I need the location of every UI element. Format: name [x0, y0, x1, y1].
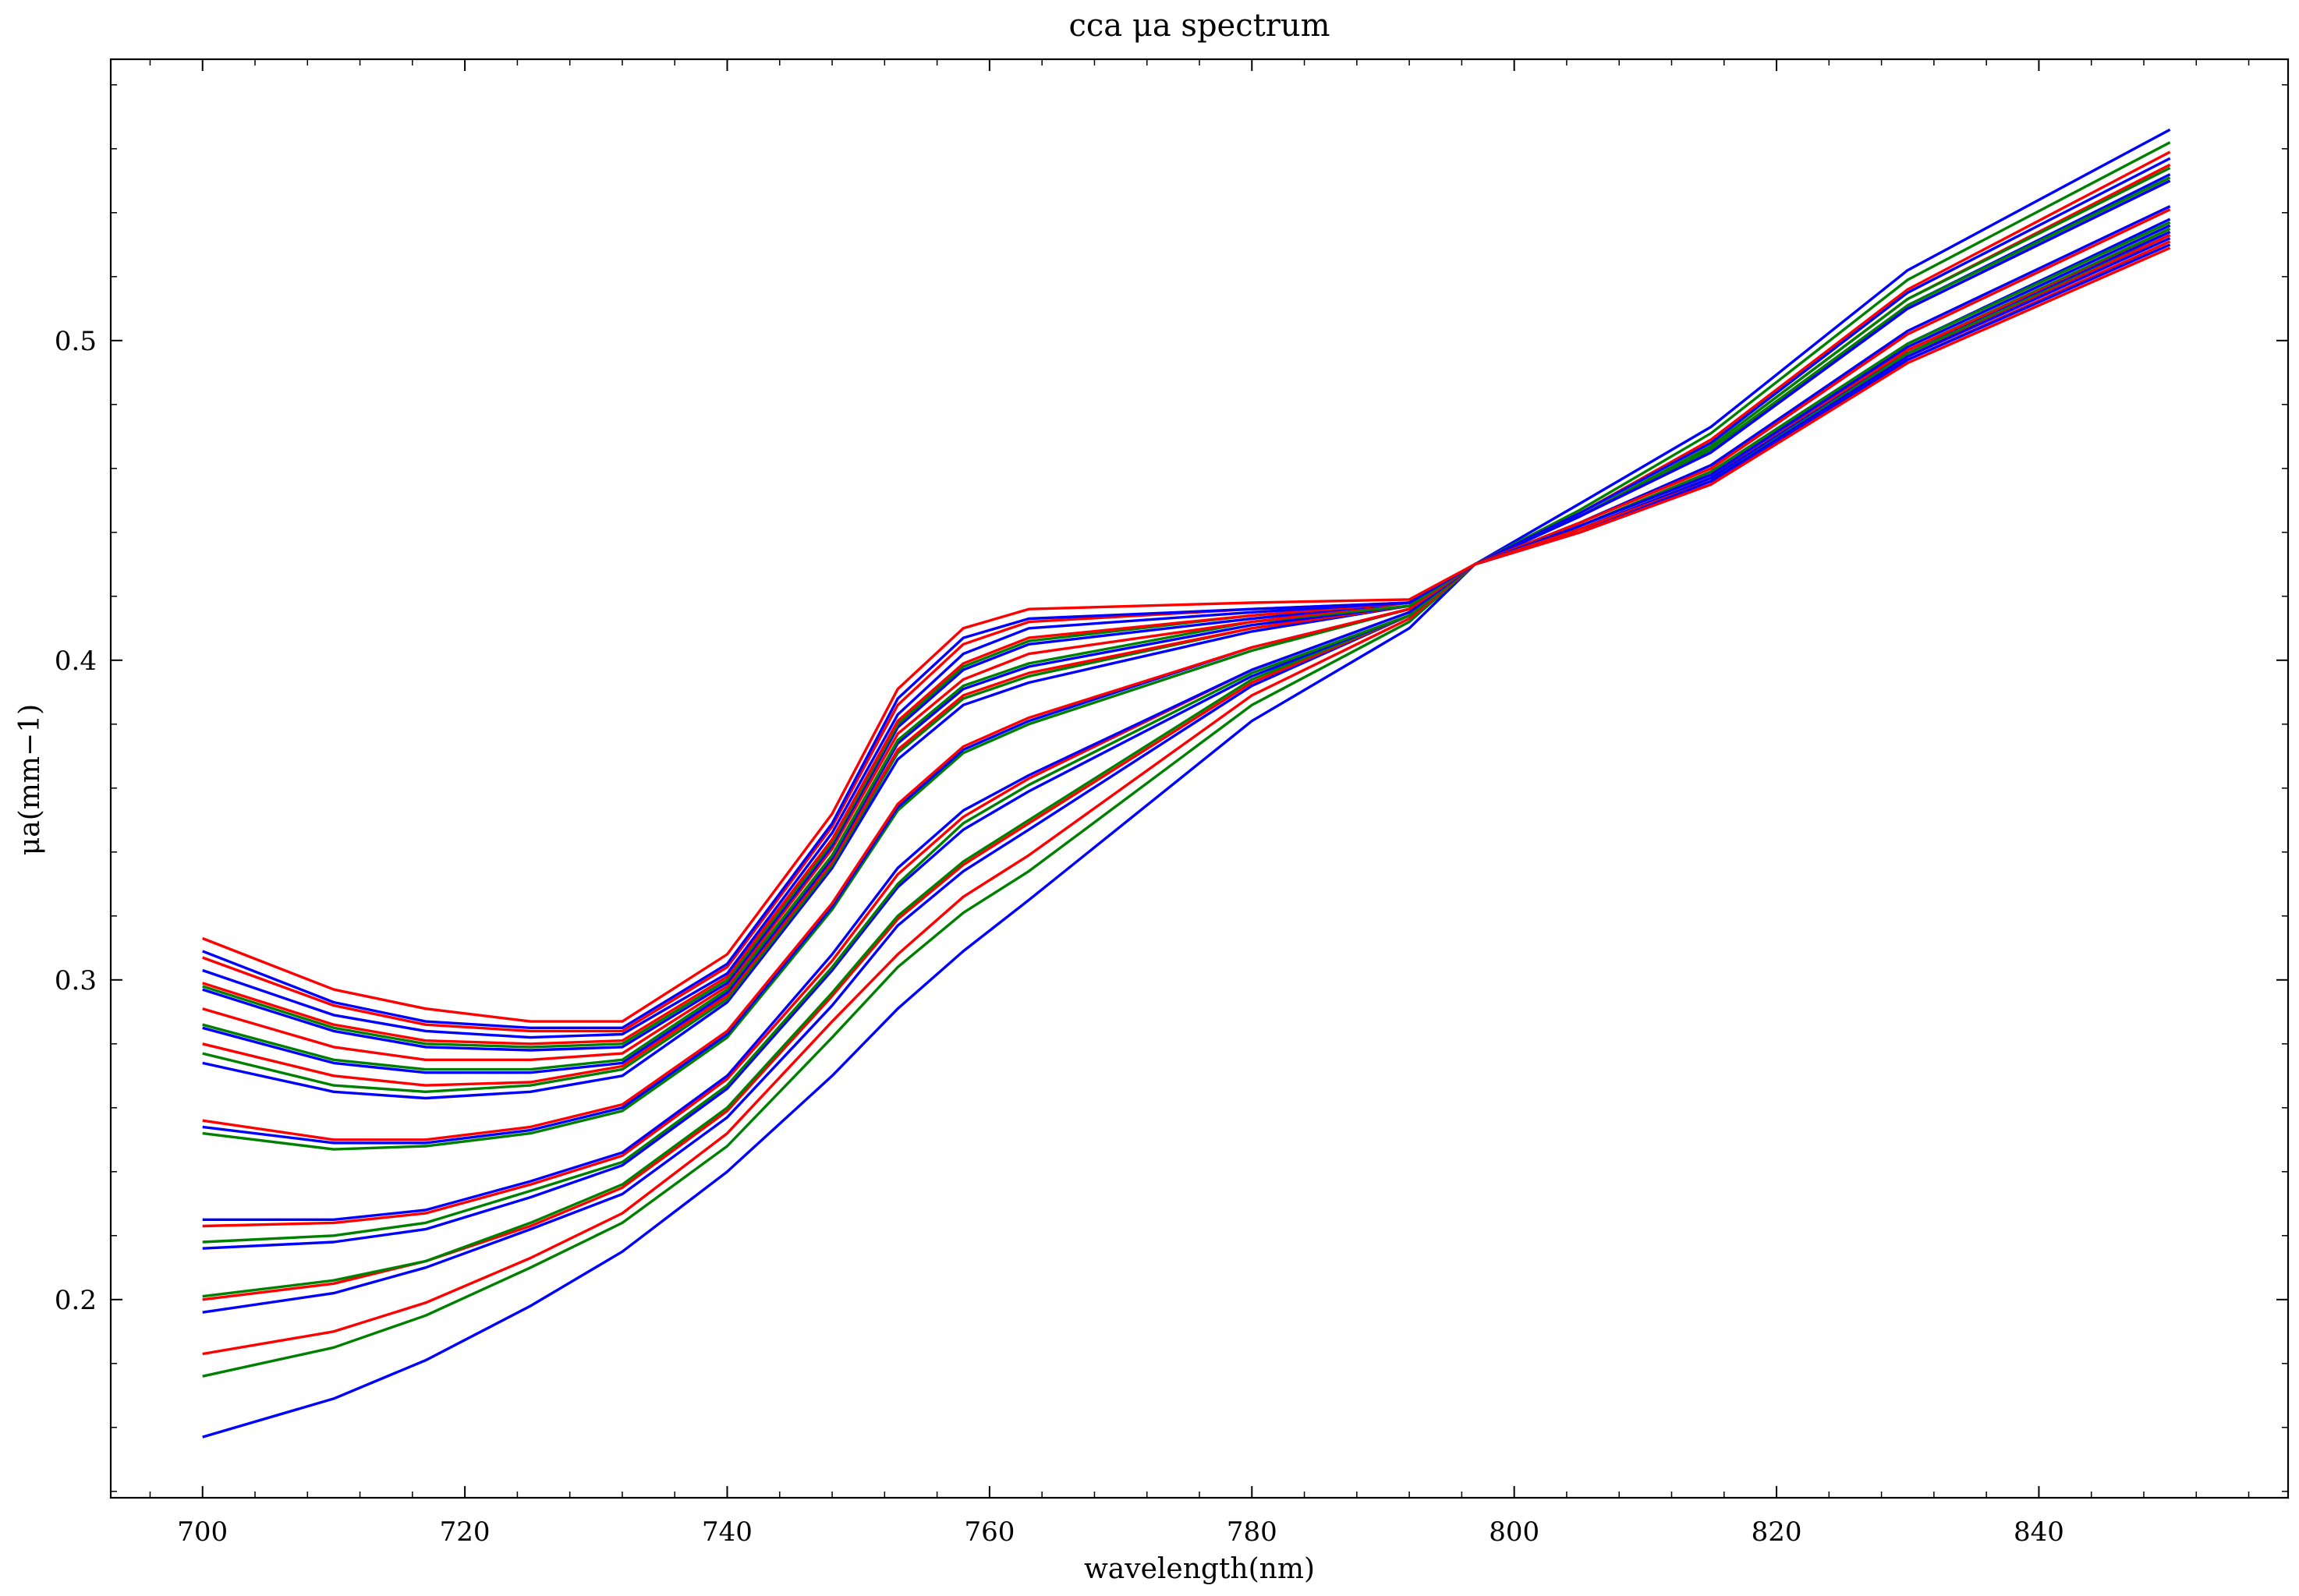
- x-tick-label: 740: [702, 1516, 753, 1548]
- series-layer: [202, 128, 2171, 1439]
- x-tick-label: 840: [2014, 1516, 2064, 1548]
- series-line-2: [202, 141, 2171, 1378]
- x-tick-label: 800: [1489, 1516, 1539, 1548]
- series-line-17: [202, 224, 2171, 1074]
- x-tick-label: 820: [1752, 1516, 1802, 1548]
- series-line-26: [202, 246, 2171, 1023]
- series-line-10: [202, 179, 2171, 1222]
- chart-title: cca μa spectrum: [1068, 8, 1330, 44]
- tick-labels-layer: 700 720 740 760 780 800 820 840 0.2 0.3 0.4 0.5: [55, 326, 2064, 1548]
- y-tick-label: 0.4: [55, 646, 97, 677]
- series-line-22: [202, 233, 2171, 1046]
- series-line-4: [202, 157, 2171, 1314]
- y-tick-label: 0.2: [55, 1285, 97, 1316]
- series-line-13: [202, 208, 2171, 1141]
- x-tick-label: 700: [177, 1516, 228, 1548]
- y-tick-label: 0.3: [55, 965, 97, 996]
- x-tick-label: 780: [1227, 1516, 1277, 1548]
- y-tick-label: 0.5: [55, 326, 97, 357]
- x-axis-title: wavelength(nm): [1084, 1553, 1315, 1585]
- x-tick-label: 720: [440, 1516, 491, 1548]
- plot-frame: [109, 58, 2290, 1499]
- series-line-1: [202, 128, 2171, 1439]
- ticks-layer: [111, 59, 2288, 1498]
- y-axis-title: μa(mm−1): [14, 704, 46, 855]
- x-tick-label: 760: [964, 1516, 1015, 1548]
